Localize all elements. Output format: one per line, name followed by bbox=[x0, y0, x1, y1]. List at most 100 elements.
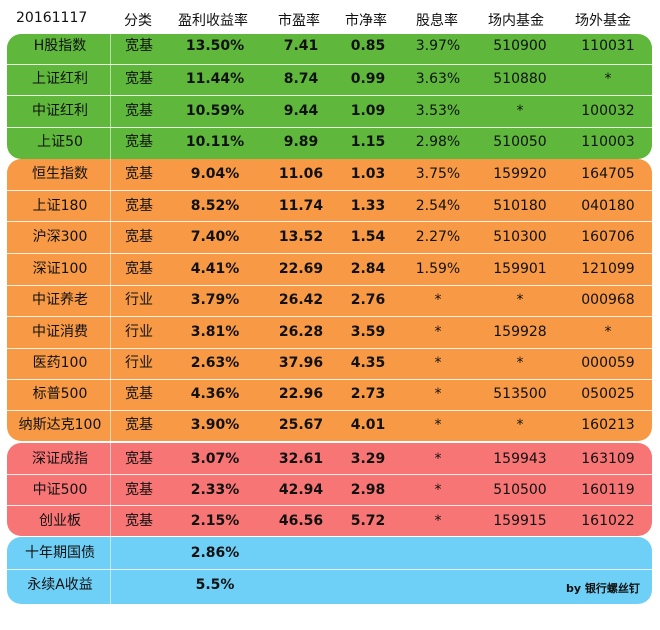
pe-ratio: 32.61 bbox=[278, 451, 324, 467]
dividend-yield: * bbox=[434, 482, 442, 498]
row-divider bbox=[7, 569, 652, 570]
pe-ratio: 46.56 bbox=[278, 513, 324, 529]
earnings-yield: 2.63% bbox=[190, 355, 240, 371]
index-name: 深证成指 bbox=[32, 451, 88, 467]
dividend-yield: * bbox=[434, 292, 442, 308]
pe-ratio: 9.89 bbox=[283, 134, 319, 150]
offmarket-fund: 160213 bbox=[581, 417, 635, 433]
dividend-yield: 2.27% bbox=[415, 229, 461, 245]
table-row: 恒生指数 宽基 9.04% 11.06 1.03 3.75% 159920 16… bbox=[0, 167, 660, 198]
index-name: 深证100 bbox=[32, 261, 88, 277]
onmarket-fund: 510050 bbox=[493, 134, 547, 150]
offmarket-fund: 161022 bbox=[581, 513, 635, 529]
row-divider bbox=[7, 190, 652, 191]
row-divider bbox=[7, 316, 652, 317]
offmarket-fund: 050025 bbox=[581, 386, 635, 402]
offmarket-fund: 160706 bbox=[581, 229, 635, 245]
index-name: 上证50 bbox=[37, 134, 83, 150]
pe-ratio: 26.28 bbox=[278, 324, 324, 340]
row-divider bbox=[7, 95, 652, 96]
table-row: 中证养老 行业 3.79% 26.42 2.76 * * 000968 bbox=[0, 293, 660, 324]
pe-ratio: 22.96 bbox=[278, 386, 324, 402]
row-divider bbox=[7, 127, 652, 128]
table-row: 沪深300 宽基 7.40% 13.52 1.54 2.27% 510300 1… bbox=[0, 230, 660, 261]
row-divider bbox=[7, 505, 652, 506]
dividend-yield: 2.54% bbox=[415, 198, 461, 214]
pb-ratio: 4.35 bbox=[350, 355, 386, 371]
dividend-yield: 3.97% bbox=[415, 38, 461, 54]
category: 宽基 bbox=[125, 229, 153, 245]
group-bonds bbox=[7, 537, 652, 604]
date-label: 20161117 bbox=[16, 10, 88, 26]
dividend-yield: * bbox=[434, 386, 442, 402]
index-name: 上证180 bbox=[32, 198, 88, 214]
row-divider bbox=[7, 253, 652, 254]
bond-name: 十年期国债 bbox=[25, 545, 95, 561]
earnings-yield: 10.11% bbox=[185, 134, 245, 150]
pb-ratio: 4.01 bbox=[350, 417, 386, 433]
dividend-yield: 3.63% bbox=[415, 71, 461, 87]
pe-ratio: 37.96 bbox=[278, 355, 324, 371]
offmarket-fund: 160119 bbox=[581, 482, 635, 498]
group-high-yield bbox=[7, 34, 652, 159]
row-divider bbox=[7, 64, 652, 65]
pb-ratio: 3.29 bbox=[350, 451, 386, 467]
offmarket-fund: 100032 bbox=[581, 103, 635, 119]
dividend-yield: 1.59% bbox=[415, 261, 461, 277]
pb-ratio: 1.09 bbox=[350, 103, 386, 119]
earnings-yield: 2.33% bbox=[190, 482, 240, 498]
offmarket-fund: * bbox=[604, 71, 612, 87]
pb-ratio: 2.98 bbox=[350, 482, 386, 498]
earnings-yield: 9.04% bbox=[190, 166, 240, 182]
pb-ratio: 3.59 bbox=[350, 324, 386, 340]
offmarket-fund: * bbox=[604, 324, 612, 340]
earnings-yield: 3.07% bbox=[190, 451, 240, 467]
category: 宽基 bbox=[125, 198, 153, 214]
row-divider bbox=[7, 474, 652, 475]
header-pb: 市净率 bbox=[345, 13, 387, 29]
dividend-yield: * bbox=[434, 324, 442, 340]
table-row: 上证红利 宽基 11.44% 8.74 0.99 3.63% 510880 * bbox=[0, 72, 660, 103]
earnings-yield: 7.40% bbox=[190, 229, 240, 245]
onmarket-fund: 510900 bbox=[493, 38, 547, 54]
table-row: 中证消费 行业 3.81% 26.28 3.59 * 159928 * bbox=[0, 325, 660, 356]
table-row: 深证100 宽基 4.41% 22.69 2.84 1.59% 159901 1… bbox=[0, 262, 660, 293]
group-mid-yield bbox=[7, 159, 652, 441]
group-low-yield bbox=[7, 443, 652, 536]
dividend-yield: 3.75% bbox=[415, 166, 461, 182]
category: 宽基 bbox=[125, 482, 153, 498]
pe-ratio: 11.74 bbox=[278, 198, 324, 214]
pe-ratio: 25.67 bbox=[278, 417, 324, 433]
category: 宽基 bbox=[125, 166, 153, 182]
pe-ratio: 11.06 bbox=[278, 166, 324, 182]
earnings-yield: 11.44% bbox=[185, 71, 245, 87]
onmarket-fund: 159920 bbox=[493, 166, 547, 182]
index-name: 中证500 bbox=[32, 482, 88, 498]
index-name: H股指数 bbox=[33, 38, 87, 54]
bond-yield: 5.5% bbox=[195, 577, 235, 593]
onmarket-fund: 159943 bbox=[493, 451, 547, 467]
header-category: 分类 bbox=[124, 13, 152, 29]
category: 宽基 bbox=[125, 134, 153, 150]
onmarket-fund: 510880 bbox=[493, 71, 547, 87]
offmarket-fund: 000968 bbox=[581, 292, 635, 308]
onmarket-fund: 510180 bbox=[493, 198, 547, 214]
table-row: 创业板 宽基 2.15% 46.56 5.72 * 159915 161022 bbox=[0, 514, 660, 545]
category: 宽基 bbox=[125, 38, 153, 54]
pb-ratio: 1.33 bbox=[350, 198, 386, 214]
category: 行业 bbox=[125, 324, 153, 340]
offmarket-fund: 110031 bbox=[581, 38, 635, 54]
category: 行业 bbox=[125, 292, 153, 308]
offmarket-fund: 164705 bbox=[581, 166, 635, 182]
bond-yield: 2.86% bbox=[190, 545, 240, 561]
pb-ratio: 1.03 bbox=[350, 166, 386, 182]
onmarket-fund: * bbox=[516, 103, 524, 119]
pe-ratio: 26.42 bbox=[278, 292, 324, 308]
header-offmarket-fund: 场外基金 bbox=[575, 13, 631, 29]
index-name: 纳斯达克100 bbox=[18, 417, 102, 433]
offmarket-fund: 040180 bbox=[581, 198, 635, 214]
index-name: 医药100 bbox=[32, 355, 88, 371]
pb-ratio: 2.76 bbox=[350, 292, 386, 308]
index-name: 中证养老 bbox=[32, 292, 88, 308]
pb-ratio: 0.99 bbox=[350, 71, 386, 87]
